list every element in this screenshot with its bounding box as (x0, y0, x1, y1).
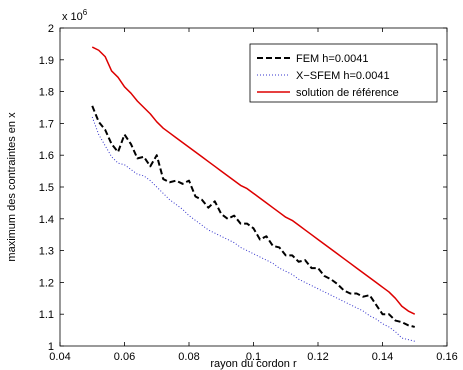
series-line-fem (91, 105, 415, 328)
x-tick-label: 0.14 (372, 351, 393, 363)
x-axis-title: rayon du cordon r (210, 358, 297, 370)
y-exponent-power: 6 (83, 8, 88, 17)
x-tick-label: 0.1 (246, 351, 261, 363)
y-tick-label: 2 (48, 23, 54, 35)
legend-label-xsfem: X−SFEM h=0.0041 (296, 70, 390, 82)
y-tick-label: 1.2 (39, 277, 54, 289)
y-tick-label: 1.7 (39, 118, 54, 130)
y-tick-label: 1.3 (39, 246, 54, 258)
x-tick-label: 0.06 (114, 351, 135, 363)
y-exponent-label: x 106 (62, 8, 88, 23)
y-axis-title: maximum des contraintes en x (6, 112, 18, 262)
y-tick-label: 1.4 (39, 214, 54, 226)
y-tick-label: 1.6 (39, 150, 54, 162)
y-tick-label: 1.8 (39, 87, 54, 99)
series-line-xsfem (91, 116, 415, 342)
y-tick-label: 1.9 (39, 55, 54, 67)
x-tick-label: 0.04 (49, 351, 70, 363)
x-tick-label: 0.08 (178, 351, 199, 363)
y-exponent-base: x 10 (62, 11, 83, 23)
x-tick-label: 0.12 (307, 351, 328, 363)
series-line-reference (91, 46, 416, 315)
series-layer (91, 46, 416, 342)
legend: FEM h=0.0041 X−SFEM h=0.0041 solution de… (249, 43, 438, 103)
x-tick-label: 0.16 (436, 351, 457, 363)
legend-label-reference: solution de référence (296, 87, 399, 99)
y-tick-label: 1.1 (39, 309, 54, 321)
y-tick-label: 1 (48, 341, 54, 353)
y-tick-label: 1.5 (39, 182, 54, 194)
ticks-layer: 0.04 0.06 0.08 0.1 0.12 0.14 0.16 1 1.1 1.2 1.3 1.4… (39, 23, 458, 363)
legend-label-fem: FEM h=0.0041 (296, 53, 368, 65)
